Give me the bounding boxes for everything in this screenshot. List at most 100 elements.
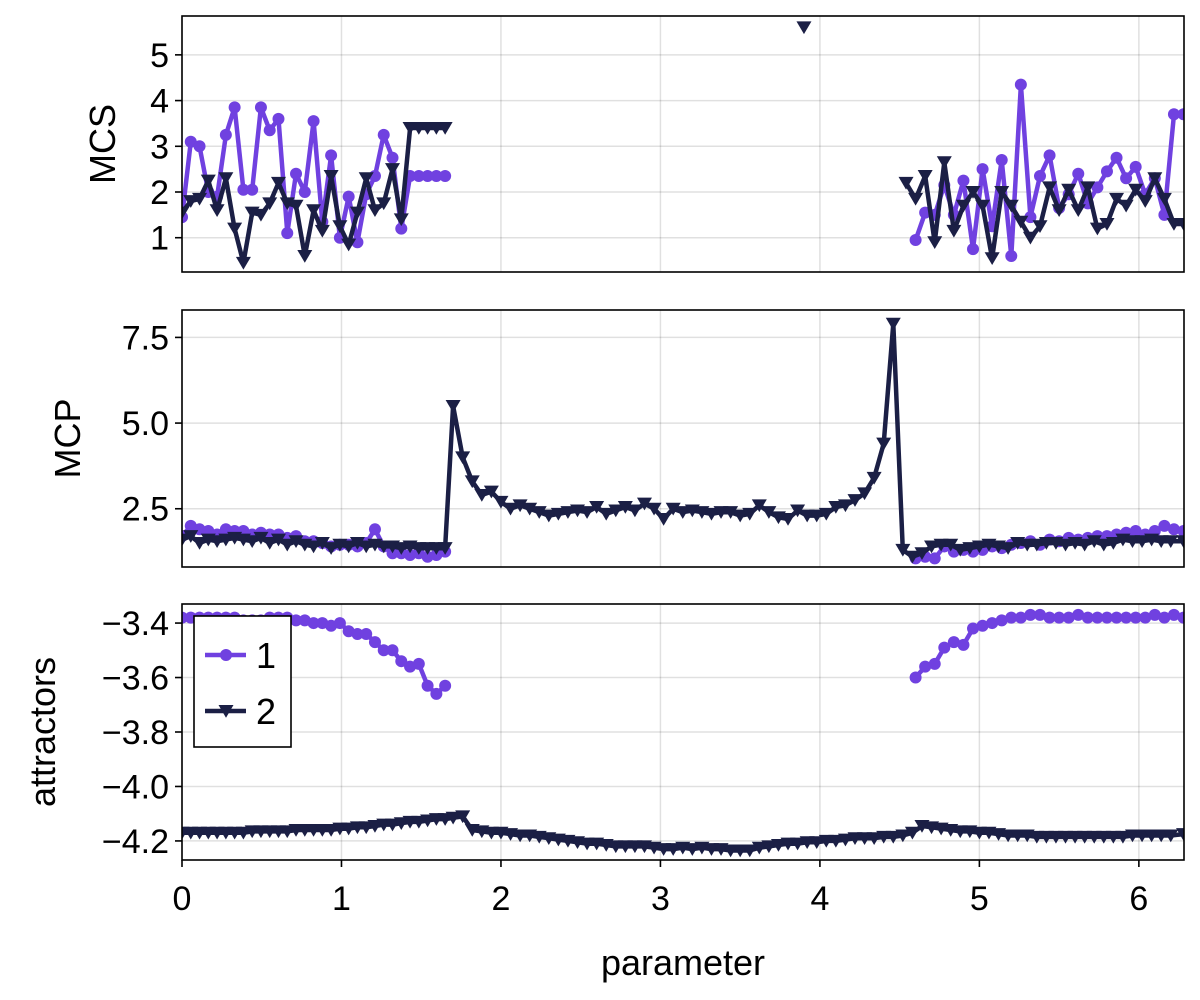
panel-frame [181,309,1185,568]
series-2-point [636,497,652,511]
panel-mcp: 2.5 5.0 7.5 MCP [47,309,1185,568]
y-tick-label: −3.8 [102,714,169,752]
series-1-point [909,234,922,246]
series-2-point [904,550,920,564]
series-2-point [483,826,499,840]
series-2-point [560,506,576,519]
series-2-point [761,506,777,519]
series-2-point [952,825,968,839]
series-2-point [1134,535,1150,549]
series-2-point [1058,538,1074,552]
legend-marker-1 [220,649,232,661]
series-2-point [1019,538,1035,552]
series-2-point [943,538,959,552]
x-tick-label: 1 [332,880,351,918]
series-1-point [1072,608,1085,621]
series-2-point [876,437,892,451]
series-1-point [938,641,951,654]
series-2-point [1000,829,1016,843]
series-2-point [323,824,339,837]
series-2-point [917,170,933,183]
series-2-point [218,172,234,186]
series-1-point [928,657,941,670]
series-2-point [1128,183,1144,197]
plot-area [182,608,1184,858]
series-2-point [952,543,968,557]
x-tick-label: 0 [173,880,192,918]
series-2-point [1029,538,1045,552]
series-2-point [218,533,234,547]
series-1-point [1129,160,1142,173]
series-2-point [358,172,374,186]
series-2-point [314,224,330,238]
series-2-point [1077,538,1093,552]
series-1-point [395,222,408,235]
x-tick-label: 4 [810,880,829,918]
series-1-point [281,227,294,240]
series-1-point [995,154,1008,166]
y-tick-label: 4 [150,83,169,121]
series-1-point [395,655,408,668]
series-2-point [1147,172,1163,186]
y-axis-label: MCS [82,104,123,184]
series-1-point [909,671,922,684]
series-2-point [192,537,208,550]
series-2-point [512,499,528,513]
series-1-point [272,112,285,125]
series-2-point [971,540,987,554]
y-tick-label: −3.4 [102,605,169,643]
series-2-point [1058,830,1074,844]
series-2-point [1163,829,1179,843]
series-2-point [780,513,796,526]
series-1-point [1100,611,1113,624]
series-2-point [598,507,614,521]
y-tick-label: −3.6 [102,660,169,698]
series-2-point [971,826,987,840]
series-1-point [1110,611,1123,624]
series-2-point [984,252,1000,266]
series-1-point [1043,611,1056,624]
series-2-point [857,832,873,845]
series-2-point [288,535,304,549]
series-1-point [1033,608,1046,621]
series-1-point [1024,211,1037,224]
series-1-point [430,170,443,182]
series-1-point [928,552,941,565]
series-2-point [895,543,911,557]
series-2-point [455,451,471,465]
series-1-point [342,190,355,203]
series-2-point [1134,829,1150,843]
series-2-point [799,509,815,523]
y-axis-label: MCP [47,399,88,479]
series-2-point [617,840,633,854]
series-2-point [200,174,216,188]
series-2-point [183,530,199,543]
plot-area [182,317,1184,565]
legend-label-2: 2 [256,691,276,732]
series-2-point [1153,535,1169,549]
series-1-point [368,636,381,649]
series-1-point [246,183,259,196]
series-1-point [333,617,346,630]
series-2-point [1038,830,1054,844]
series-2-point [358,540,374,554]
series-2-point [411,815,427,829]
series-2-point [349,206,365,220]
series-2-point [761,840,777,854]
series-2-point [393,542,409,555]
series-1-point [1053,611,1066,624]
legend-marker-2 [218,705,234,718]
series-2-point [1089,222,1105,236]
series-2-point [1137,195,1153,208]
series-2-point [904,826,920,840]
series-2-point [437,542,453,555]
y-tick-label: 2.5 [122,491,169,529]
series-2-point [955,199,971,213]
series-2-point [341,540,357,554]
series-2-point [1077,830,1093,844]
series-2-point [367,819,383,833]
series-1-point [1167,608,1180,621]
series-2-point [1042,181,1058,195]
y-axis-label: attractors [22,657,63,807]
series-2-point [665,843,681,856]
